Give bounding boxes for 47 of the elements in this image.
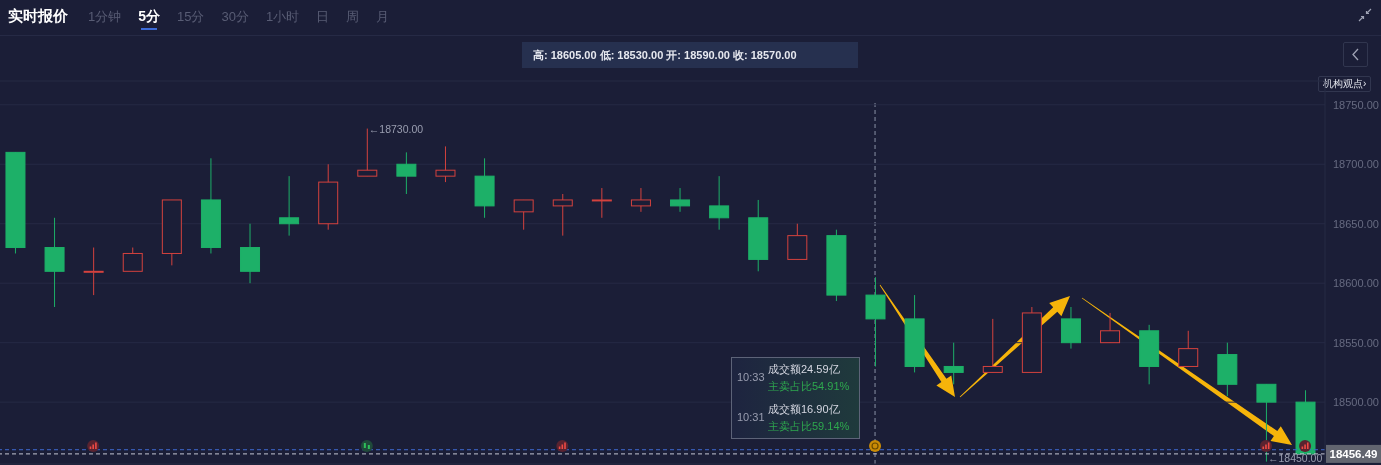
candlestick xyxy=(552,193,573,237)
views-button: 机构观点› xyxy=(1318,76,1372,92)
candlestick xyxy=(591,187,612,219)
ref-line-label: 18456.49 xyxy=(1329,447,1378,460)
candlestick xyxy=(83,247,104,296)
annotation: 成交额16.90亿 xyxy=(768,402,840,417)
candlestick xyxy=(122,247,143,272)
annotation: 机构观点› xyxy=(1323,77,1367,91)
text: 1分钟 xyxy=(88,8,122,26)
text: 15分 xyxy=(177,8,205,26)
candlestick xyxy=(1100,312,1121,344)
candlestick xyxy=(982,318,1003,373)
annotation: 主卖占比59.14% xyxy=(768,419,850,434)
annotation: 10:33 xyxy=(737,371,765,383)
y-tick-label: 18700.00 xyxy=(1333,158,1379,171)
candlestick xyxy=(943,342,964,385)
chart-title: 实时报价 xyxy=(8,7,68,26)
y-tick-label: 18500.00 xyxy=(1333,396,1379,409)
text: 日 xyxy=(316,8,330,26)
annotation: ←18730.00 xyxy=(368,121,424,136)
candlestick xyxy=(240,223,261,284)
candlestick xyxy=(670,187,691,213)
text: 月 xyxy=(376,8,390,26)
annotation: 10:31 xyxy=(737,411,765,423)
candlestick xyxy=(396,151,417,195)
candlestick xyxy=(865,276,886,367)
info-panel: 高: 18605.00 低: 18530.00 开: 18590.00 收: 18570.00 xyxy=(522,42,858,68)
annotation: 成交额24.59亿 xyxy=(768,362,840,377)
candlestick xyxy=(279,175,300,237)
y-tick-label: 18550.00 xyxy=(1333,336,1379,349)
text: 1小时 xyxy=(265,8,300,26)
candlestick xyxy=(1060,306,1081,350)
y-tick-label: 18650.00 xyxy=(1333,217,1379,230)
y-tick-label: 18600.00 xyxy=(1333,277,1379,290)
annotation: ←18450.00 xyxy=(1267,451,1323,465)
text: 周 xyxy=(346,8,360,26)
candlestick xyxy=(787,223,808,260)
candlestick xyxy=(709,175,730,231)
candlestick xyxy=(435,145,456,183)
text: 5分 xyxy=(138,8,161,26)
candlestick xyxy=(44,217,65,308)
candlestick xyxy=(513,199,534,231)
candlestick xyxy=(630,187,651,213)
text: 30分 xyxy=(221,8,249,26)
annotation: 主卖占比54.91% xyxy=(768,379,850,394)
y-tick-label: 18750.00 xyxy=(1333,98,1379,111)
candlestick xyxy=(1178,330,1199,367)
